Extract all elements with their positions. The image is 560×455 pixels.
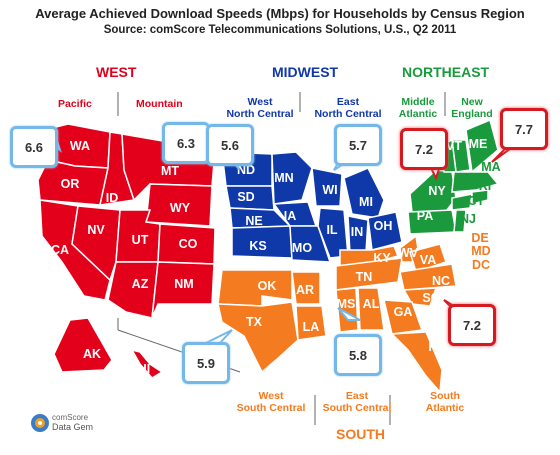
midwest-region-shapes — [221, 151, 403, 263]
state-label-me: ME — [468, 137, 488, 151]
state-label-ks: KS — [249, 239, 267, 253]
state-label-co: CO — [178, 237, 198, 251]
state-label-sd: SD — [237, 190, 255, 204]
state-label-nd: ND — [236, 163, 256, 177]
state-label-id: ID — [105, 191, 119, 205]
state-label-nm: NM — [174, 277, 194, 291]
state-label-wi: WI — [322, 183, 338, 197]
state-label-az: AZ — [131, 277, 149, 291]
state-label-vt: VT — [446, 139, 462, 153]
state-label-ms: MS — [336, 297, 356, 311]
state-label-ma: MA — [481, 160, 501, 174]
speed-callout-west-south-central: 5.9 — [182, 342, 230, 384]
chart-title: Average Achieved Download Speeds (Mbps) … — [35, 6, 525, 21]
state-label-mn: MN — [274, 171, 294, 185]
state-label-ky: KY — [373, 251, 391, 265]
state-label-ar: AR — [295, 283, 315, 297]
state-label-mo: MO — [291, 241, 313, 255]
state-label-tx: TX — [246, 315, 262, 329]
state-label-wa: WA — [69, 139, 91, 153]
speed-callout-mountain: 6.3 — [162, 122, 210, 164]
region-label-midwest: MIDWEST — [272, 64, 339, 80]
state-label-ny: NY — [428, 184, 446, 198]
state-label-ia: IA — [283, 209, 297, 223]
state-label-in: IN — [350, 225, 364, 239]
state-label-al: AL — [362, 297, 380, 311]
state-label-ut: UT — [131, 233, 149, 247]
region-label-south: SOUTH — [336, 426, 385, 442]
logo-text-company: comScore — [52, 413, 89, 422]
state-label-pa: PA — [416, 209, 434, 223]
south-region-shapes — [217, 234, 457, 394]
division-label-east-south-central: East South Central — [322, 390, 392, 414]
northeast-region-shapes — [407, 118, 500, 235]
state-label-la: LA — [302, 320, 320, 334]
state-label-nc: NC — [431, 274, 451, 288]
speed-callout-pacific: 6.6 — [10, 126, 58, 168]
state-label-va: VA — [419, 253, 437, 267]
state-label-il: IL — [326, 223, 338, 237]
division-label-west-north-central: West North Central — [226, 96, 294, 120]
division-label-pacific: Pacific — [58, 98, 92, 110]
division-label-east-north-central: East North Central — [314, 96, 382, 120]
state-label-md: MD — [471, 244, 491, 258]
state-label-ct: CT — [467, 194, 485, 208]
state-label-ca: CA — [50, 243, 70, 257]
state-label-ne: NE — [245, 214, 263, 228]
state-label-ak: AK — [82, 347, 102, 361]
region-label-west: WEST — [96, 64, 137, 80]
logo-text-product: Data Gem — [52, 422, 94, 432]
state-label-sc: SC — [422, 291, 440, 305]
division-label-west-south-central: West South Central — [236, 390, 306, 414]
division-label-middle-atlantic: Middle Atlantic — [398, 96, 438, 120]
state-label-tn: TN — [355, 270, 373, 284]
state-label-or: OR — [60, 177, 80, 191]
region-label-northeast: NORTHEAST — [402, 64, 490, 80]
state-label-nj: NJ — [460, 212, 476, 226]
comscore-logo: comScore Data Gem — [30, 413, 93, 438]
state-label-nv: NV — [87, 223, 105, 237]
state-label-ok: OK — [257, 279, 277, 293]
state-label-dc: DC — [471, 258, 491, 272]
division-label-new-england: New England — [451, 96, 493, 120]
speed-callout-middle-atlantic: 7.2 — [400, 128, 448, 170]
speed-callout-new-england: 7.7 — [500, 108, 548, 150]
state-label-wy: WY — [169, 201, 191, 215]
state-label-nh: NH — [448, 124, 468, 138]
speed-callout-west-north-central: 5.6 — [206, 124, 254, 166]
state-label-mi: MI — [359, 195, 373, 209]
state-label-ri: RI — [478, 179, 492, 193]
chart-subtitle: Source: comScore Telecommunications Solu… — [103, 24, 457, 36]
speed-callout-east-north-central: 5.7 — [334, 124, 382, 166]
state-label-mt: MT — [160, 164, 180, 178]
comscore-logo-icon — [31, 414, 49, 432]
state-label-ga: GA — [393, 305, 413, 319]
division-label-south-atlantic: South Atlantic — [425, 390, 465, 414]
speed-callout-south-atlantic: 7.2 — [448, 304, 496, 346]
state-label-hi: HI — [137, 362, 151, 376]
state-label-wv: WV — [397, 246, 419, 260]
state-label-de: DE — [471, 231, 489, 245]
speed-callout-east-south-central: 5.8 — [334, 334, 382, 376]
state-label-fl: FL — [428, 340, 444, 354]
division-label-mountain: Mountain — [136, 98, 183, 110]
state-label-oh: OH — [373, 219, 393, 233]
